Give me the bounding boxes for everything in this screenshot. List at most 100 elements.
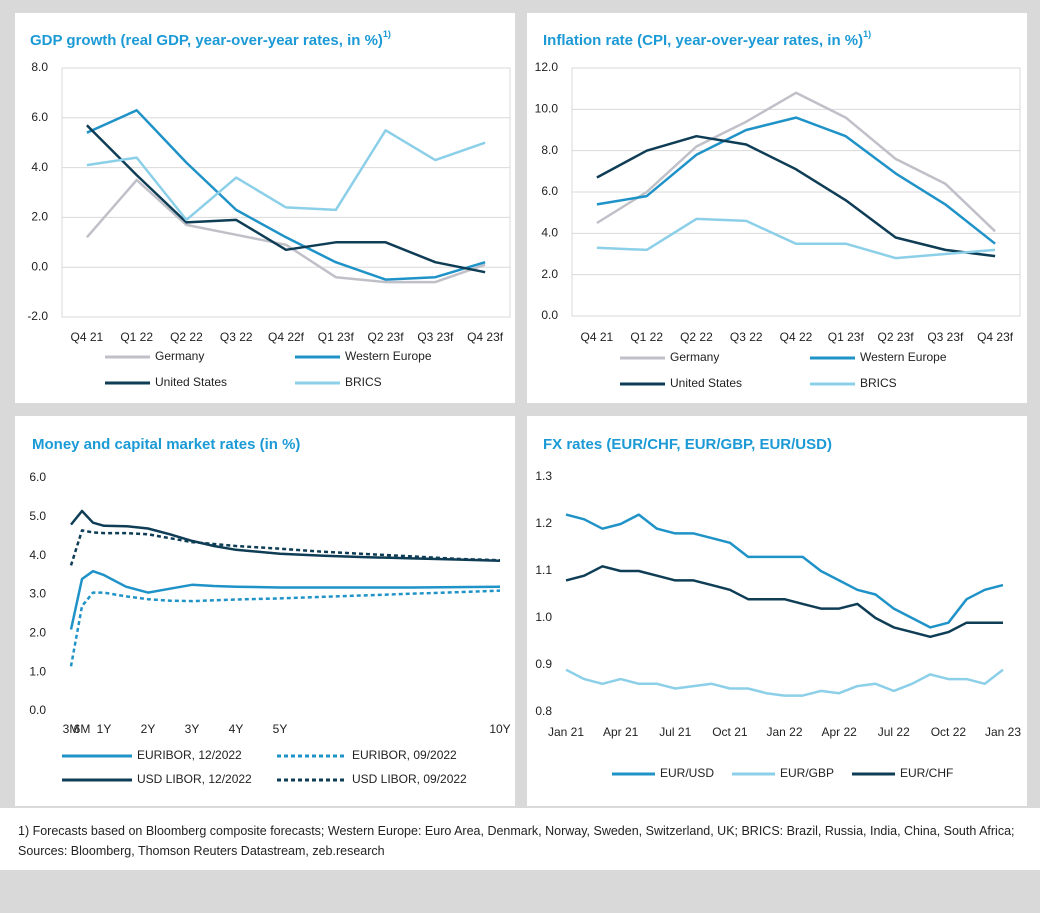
legend-label: United States [670,376,742,390]
series-line [596,217,996,260]
x-tick-label: Apr 22 [821,725,857,739]
y-tick-label: 0.8 [535,704,552,718]
series-line [565,565,1003,639]
legend-label: EUR/GBP [780,766,834,780]
legend-label: BRICS [860,376,897,390]
y-tick-label: 6.0 [541,184,558,198]
chart-title: GDP growth (real GDP, year-over-year rat… [30,29,391,49]
y-tick-label: 1.1 [535,563,552,577]
y-tick-label: 6.0 [29,470,46,484]
series-line [86,124,486,274]
x-tick-label: Q1 23f [828,330,865,344]
y-tick-label: 0.0 [31,259,48,273]
chart-title: Inflation rate (CPI, year-over-year rate… [543,29,871,49]
x-tick-label: Jan 22 [766,725,802,739]
panel [527,13,1027,403]
title-note: 1) [863,29,871,39]
y-tick-label: 3.0 [29,587,46,601]
x-tick-label: Q4 21 [71,330,104,344]
legend-label: Western Europe [345,349,432,363]
legend-label: Germany [155,349,204,363]
series-line [565,513,1004,629]
x-tick-label: Jul 22 [878,725,910,739]
y-tick-label: 1.3 [535,469,552,483]
footnote: 1) Forecasts based on Bloomberg composit… [0,808,1040,870]
y-tick-label: 6.0 [31,110,48,124]
chart-title-text: GDP growth (real GDP, year-over-year rat… [30,32,383,49]
x-tick-label: Q2 22 [170,330,203,344]
series-line [69,569,501,630]
legend-label: BRICS [345,375,382,389]
y-tick-label: 4.0 [29,548,46,562]
y-tick-label: 10.0 [535,102,559,116]
x-tick-label: Q4 23f [467,330,504,344]
series-line [69,529,501,566]
x-tick-label: Q4 22 [780,330,813,344]
x-tick-label: Q1 22 [120,330,153,344]
legend-label: USD LIBOR, 09/2022 [352,772,467,786]
x-tick-label: 3Y [185,722,200,736]
title-note: 1) [383,29,391,39]
legend-label: EURIBOR, 12/2022 [137,748,242,762]
chart-title: FX rates (EUR/CHF, EUR/GBP, EUR/USD) [543,436,832,453]
x-tick-label: Apr 21 [603,725,639,739]
x-tick-label: 1Y [97,722,112,736]
y-tick-label: 12.0 [535,60,559,74]
x-tick-label: Oct 21 [712,725,748,739]
y-tick-label: 5.0 [29,509,46,523]
y-tick-label: 0.0 [541,308,558,322]
series-line [596,116,996,245]
y-tick-label: 1.2 [535,516,552,530]
x-tick-label: 3M [63,722,80,736]
x-tick-label: Q4 21 [581,330,614,344]
series-line [69,589,501,667]
chart-title: Money and capital market rates (in %) [32,436,300,453]
series-line [70,509,501,562]
y-tick-label: 1.0 [29,664,46,678]
x-tick-label: 4Y [229,722,244,736]
y-tick-label: 2.0 [541,267,558,281]
y-tick-label: 4.0 [541,226,558,240]
y-tick-label: 2.0 [29,626,46,640]
y-tick-label: 4.0 [31,160,48,174]
x-tick-label: Q3 22 [730,330,763,344]
panel [15,416,515,806]
x-tick-label: Oct 22 [931,725,967,739]
legend-label: Germany [670,350,719,364]
legend-label: EUR/CHF [900,766,953,780]
chart-title-text: Inflation rate (CPI, year-over-year rate… [543,32,863,49]
x-tick-label: Q4 23f [977,330,1014,344]
x-tick-label: 10Y [489,722,510,736]
x-tick-label: Jan 21 [548,725,584,739]
x-tick-label: 2Y [141,722,156,736]
x-tick-label: Q3 23f [417,330,454,344]
x-tick-label: Q3 23f [927,330,964,344]
panel [527,416,1027,806]
legend-label: EUR/USD [660,766,714,780]
y-tick-label: -2.0 [27,309,48,323]
x-tick-label: 6M [74,722,91,736]
charts: Q4 21 Q1 22 Q2 22 Q3 22 Q4 22f Q1 23f Q2 23f Q3… [15,13,1027,806]
series-line [596,91,996,233]
series-line [565,668,1004,697]
series-line [86,129,486,222]
x-tick-label: Q2 22 [680,330,713,344]
x-tick-label: Q1 22 [630,330,663,344]
y-tick-label: 2.0 [31,210,48,224]
x-tick-label: 5Y [273,722,288,736]
legend-label: United States [155,375,227,389]
plot-frame [571,67,1021,317]
y-tick-label: 1.0 [535,610,552,624]
x-tick-label: Jul 21 [659,725,691,739]
legend-label: EURIBOR, 09/2022 [352,748,457,762]
legend-label: USD LIBOR, 12/2022 [137,772,252,786]
chart-title-text: Money and capital market rates (in %) [32,436,300,453]
y-tick-label: 8.0 [31,60,48,74]
x-tick-label: Q4 22f [268,330,305,344]
x-tick-label: Q2 23f [878,330,915,344]
chart-title-text: FX rates (EUR/CHF, EUR/GBP, EUR/USD) [543,436,832,453]
y-tick-label: 0.9 [535,657,552,671]
x-tick-label: Q1 23f [318,330,355,344]
series-line [86,109,486,281]
